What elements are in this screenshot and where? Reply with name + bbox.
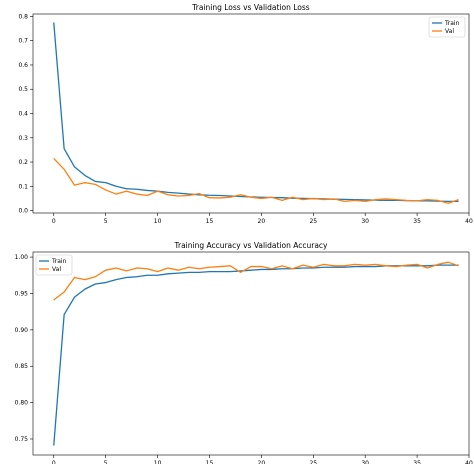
x-tick-label: 30 [361, 218, 369, 225]
y-tick-label: 0.8 [18, 13, 28, 20]
y-tick-label: 0.4 [18, 111, 28, 118]
y-tick-label: 0.90 [15, 327, 29, 334]
legend-label-train: Train [51, 258, 67, 265]
x-tick-label: 15 [206, 460, 214, 464]
chart-title: Training Loss vs Validation Loss [191, 3, 310, 12]
y-tick-label: 0.1 [18, 183, 28, 190]
x-tick-label: 5 [104, 460, 108, 464]
y-tick-label: 0.2 [18, 159, 28, 166]
y-tick-label: 0.6 [18, 62, 28, 69]
x-tick-label: 25 [309, 460, 317, 464]
y-tick-label: 0.0 [18, 208, 28, 215]
y-tick-label: 1.00 [15, 254, 29, 261]
y-tick-label: 0.80 [15, 400, 29, 407]
y-tick-label: 0.5 [18, 86, 28, 93]
loss-chart: Training Loss vs Validation Loss 0 5 10 15 20… [18, 3, 473, 225]
x-tick-label: 10 [154, 460, 162, 464]
x-tick-label: 0 [52, 218, 56, 225]
x-tick-label: 40 [465, 460, 473, 464]
x-tick-label: 20 [258, 460, 266, 464]
x-tick-label: 25 [309, 218, 317, 225]
plot-area [33, 252, 469, 455]
x-tick-label: 15 [206, 218, 214, 225]
x-tick-label: 35 [413, 218, 421, 225]
legend-label-val: Val [52, 266, 61, 273]
legend-label-train: Train [444, 20, 460, 27]
x-tick-label: 35 [413, 460, 421, 464]
x-tick-label: 10 [154, 218, 162, 225]
y-tick-label: 0.3 [18, 135, 28, 142]
series-line-train [54, 22, 459, 201]
x-tick-label: 0 [52, 460, 56, 464]
series-line-train [54, 265, 459, 445]
y-tick-label: 0.95 [15, 290, 29, 297]
y-tick-label: 0.85 [15, 363, 29, 370]
plot-area [33, 14, 469, 213]
accuracy-chart: Training Accuracy vs Validation Accuracy… [15, 241, 473, 464]
legend-label-val: Val [445, 28, 454, 35]
x-tick-label: 40 [465, 218, 473, 225]
y-tick-label: 0.7 [18, 38, 28, 45]
chart-title: Training Accuracy vs Validation Accuracy [174, 241, 329, 250]
y-tick-label: 0.75 [15, 436, 29, 443]
series-line-val [54, 262, 459, 300]
x-tick-label: 30 [361, 460, 369, 464]
x-tick-label: 20 [258, 218, 266, 225]
x-tick-label: 5 [104, 218, 108, 225]
